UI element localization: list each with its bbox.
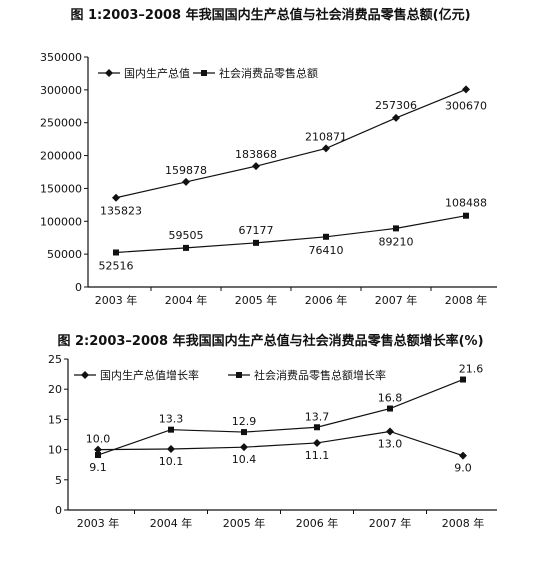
chart2-legend-1-label: 社会消费品零售总额增长率 xyxy=(254,368,386,382)
chart1-series-0-data-label: 183868 xyxy=(235,148,277,161)
chart1-legend-1-marker xyxy=(201,70,207,76)
chart1-series-0-data-label: 210871 xyxy=(305,130,347,143)
chart2-title: 图 2:2003–2008 年我国国内生产总值与社会消费品零售总额增长率(%) xyxy=(57,334,484,349)
chart2-ytick-label: 0 xyxy=(55,504,62,517)
chart1-series-1-point xyxy=(463,212,469,219)
chart1-series-1-data-label: 76410 xyxy=(309,244,344,257)
chart1-legend-0-marker xyxy=(105,69,113,77)
chart2-legend-0-marker xyxy=(81,371,89,379)
chart1-ytick-label: 350000 xyxy=(40,51,82,64)
chart1-series-0-point xyxy=(322,144,330,153)
chart2-ytick-label: 25 xyxy=(48,353,62,366)
chart2-series-0-data-label: 11.1 xyxy=(305,449,330,462)
chart1-series-0-data-label: 257306 xyxy=(375,99,417,112)
chart1-series-0-point xyxy=(252,162,260,171)
chart1-series-0-point xyxy=(392,113,400,122)
chart2-series-0-data-label: 10.4 xyxy=(232,453,257,466)
chart1-series-0-data-label: 135823 xyxy=(100,205,142,218)
chart2-series-0-point xyxy=(313,438,321,447)
chart1-xtick-label: 2007 年 xyxy=(375,293,418,307)
chart1-ytick-label: 100000 xyxy=(40,215,82,228)
chart2-series-1-data-label: 21.6 xyxy=(459,363,484,376)
chart2-series-1-point xyxy=(460,376,466,383)
chart2-series-1-line xyxy=(97,378,464,456)
chart1-ytick-label: 250000 xyxy=(40,117,82,130)
chart2-xtick-label: 2007 年 xyxy=(369,516,412,530)
chart1-series-1-point xyxy=(253,239,259,246)
chart1-series-0-line xyxy=(115,88,467,199)
chart2-xtick-label: 2004 年 xyxy=(150,516,193,530)
chart2-series-1-point xyxy=(168,426,174,433)
chart2-series-1-point xyxy=(387,405,393,412)
chart2-ytick-label: 10 xyxy=(48,444,62,457)
chart2-xtick-label: 2006 年 xyxy=(296,516,339,530)
chart2-xtick-label: 2008 年 xyxy=(442,516,485,530)
chart1-series-1-point xyxy=(393,225,399,232)
chart1-series-1-point xyxy=(113,249,119,256)
chart1-series-1-data-label: 89210 xyxy=(379,235,414,248)
chart1-ytick-label: 300000 xyxy=(40,84,82,97)
chart1-series-0-data-label: 300670 xyxy=(445,99,487,112)
chart2-series-0-point xyxy=(386,427,394,436)
chart1-xtick-label: 2004 年 xyxy=(165,293,208,307)
chart2-ytick-label: 20 xyxy=(48,383,62,396)
chart1-ytick-label: 150000 xyxy=(40,182,82,195)
chart1-legend-0-label: 国内生产总值 xyxy=(124,66,190,80)
chart1-series-1-data-label: 108488 xyxy=(445,197,487,210)
chart1-svg: 0 50000 100000 150000 200000 250000 300000 3500… xyxy=(40,51,497,307)
chart1-series-0-point xyxy=(182,177,190,186)
chart2-series-0-point xyxy=(94,445,102,454)
chart1-series-1-line xyxy=(115,215,467,254)
chart2-xtick-label: 2003 年 xyxy=(77,516,120,530)
chart1-xtick-label: 2003 年 xyxy=(95,293,138,307)
chart2-legend-0-label: 国内生产总值增长率 xyxy=(100,368,199,382)
chart1-title: 图 1:2003–2008 年我国国内生产总值与社会消费品零售总额(亿元) xyxy=(70,8,471,23)
chart1-xtick-label: 2006 年 xyxy=(305,293,348,307)
chart2-series-0-data-label: 9.0 xyxy=(454,462,472,475)
chart2-series-1-point xyxy=(241,429,247,436)
chart1-series-1-data-label: 52516 xyxy=(99,259,134,272)
chart2-series-0-data-label: 10.1 xyxy=(159,455,184,468)
chart2-series-1-data-label: 13.7 xyxy=(305,410,330,423)
chart2-series-1-point xyxy=(314,424,320,431)
chart2-series-0-data-label: 10.0 xyxy=(86,433,111,446)
chart2-series-1-data-label: 12.9 xyxy=(232,415,257,428)
chart1-series-1-data-label: 59505 xyxy=(169,229,204,242)
chart2-series-0-point xyxy=(240,443,248,452)
chart1-series-0-data-label: 159878 xyxy=(165,164,207,177)
chart1-xtick-label: 2008 年 xyxy=(445,293,488,307)
chart2-svg: 0 5 10 15 20 25 2003 年 2004 年 2005 年 2006 年 2007 年… xyxy=(48,353,497,530)
chart1-series-0-point xyxy=(462,85,470,94)
chart2-series-1-data-label: 9.1 xyxy=(89,461,107,474)
chart1-series-1-point xyxy=(183,244,189,251)
chart1-series-1-data-label: 67177 xyxy=(239,224,274,237)
chart2-series-1-point xyxy=(95,452,101,459)
chart2-series-0-point xyxy=(459,451,467,460)
chart1-xtick-label: 2005 年 xyxy=(235,293,278,307)
chart1-ytick-label: 0 xyxy=(75,281,82,294)
chart2-ytick-label: 15 xyxy=(48,413,62,426)
chart2-xtick-label: 2005 年 xyxy=(223,516,266,530)
chart1-ytick-label: 50000 xyxy=(47,248,82,261)
chart2-series-0-data-label: 13.0 xyxy=(378,437,403,450)
chart2-series-1-data-label: 16.8 xyxy=(378,392,403,405)
chart2-series-1-data-label: 13.3 xyxy=(159,413,184,426)
chart1-series-0-point xyxy=(112,193,120,202)
chart1-legend-1-label: 社会消费品零售总额 xyxy=(219,66,318,80)
chart2-series-0-line xyxy=(97,430,464,457)
chart1-ytick-label: 200000 xyxy=(40,150,82,163)
chart2-series-0-point xyxy=(167,444,175,453)
chart2-legend-1-marker xyxy=(236,372,242,378)
chart2-ytick-label: 5 xyxy=(55,474,62,487)
chart1-series-1-point xyxy=(323,233,329,240)
